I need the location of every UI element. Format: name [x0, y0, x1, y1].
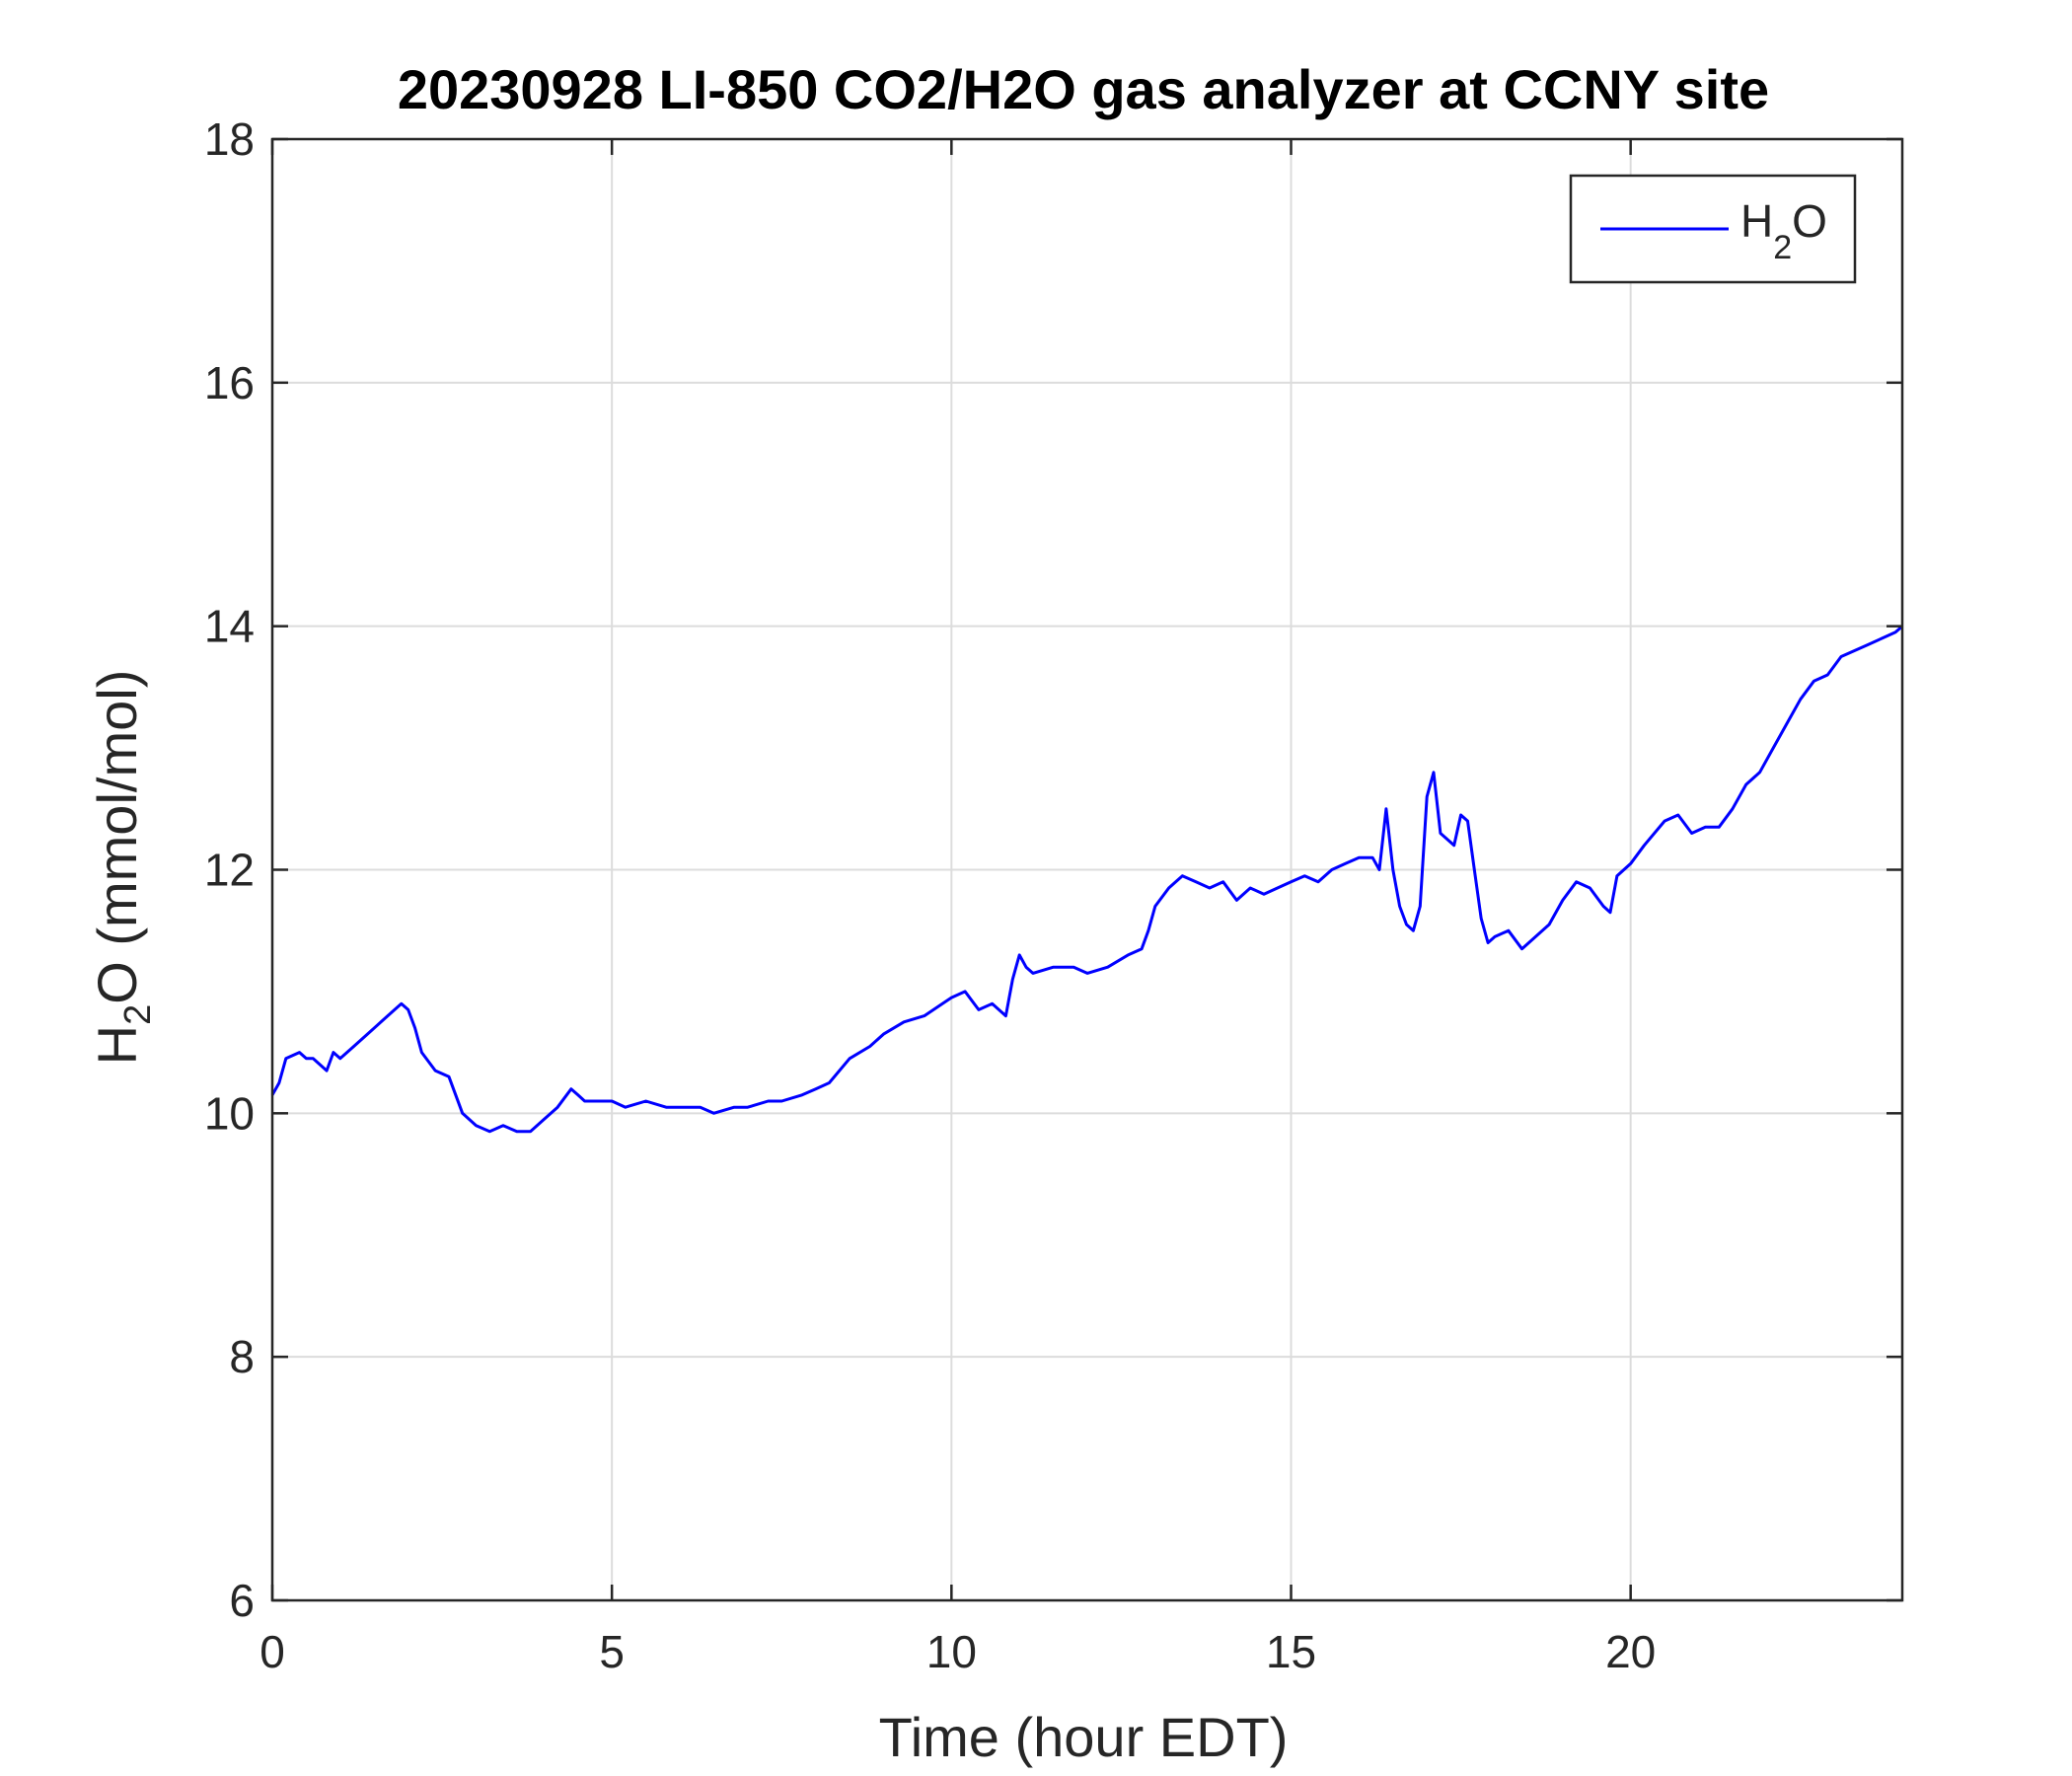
y-tick-label: 8	[229, 1331, 255, 1382]
x-tick-label: 15	[1266, 1626, 1316, 1677]
y-axis-label-main: H	[86, 1025, 148, 1065]
series-layer	[270, 625, 1903, 1134]
x-axis-label: Time (hour EDT)	[879, 1706, 1289, 1768]
series-line-h2o	[270, 625, 1903, 1134]
legend-label-rest: O	[1792, 195, 1827, 247]
y-axis-label: H2O (mmol/mol)	[86, 670, 159, 1066]
legend-label-main: H	[1740, 195, 1773, 247]
y-tick-label: 18	[204, 113, 255, 165]
y-tick-label: 10	[204, 1087, 255, 1139]
legend: H2O	[1569, 174, 1857, 284]
y-tick-label: 12	[204, 845, 255, 896]
legend-label-subscript: 2	[1773, 229, 1792, 266]
chart-title: 20230928 LI-850 CO2/H2O gas analyzer at …	[398, 58, 1769, 120]
tick-marks	[270, 137, 1902, 1602]
y-tick-label: 16	[204, 357, 255, 408]
x-tick-label: 0	[259, 1626, 285, 1677]
y-axis-label-subscript: 2	[117, 1004, 159, 1025]
x-tick-label: 20	[1605, 1626, 1656, 1677]
tick-labels: 0 5 10 15 20 6 8 10 12 14 16 18	[204, 113, 1656, 1677]
y-axis-label-rest: O (mmol/mol)	[86, 670, 148, 1004]
x-tick-label: 10	[926, 1626, 977, 1677]
grid-lines	[272, 139, 1902, 1600]
y-tick-label: 14	[204, 601, 255, 652]
x-tick-label: 5	[599, 1626, 625, 1677]
y-tick-label: 6	[229, 1575, 255, 1626]
legend-label-h2o: H2O	[1740, 195, 1827, 266]
